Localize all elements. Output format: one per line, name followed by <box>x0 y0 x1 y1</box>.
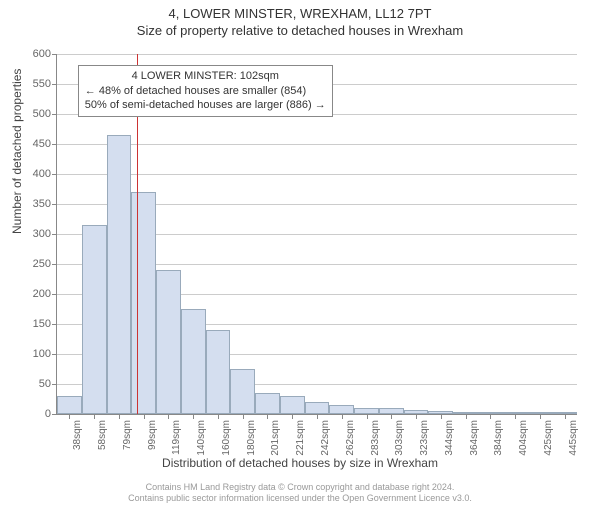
x-tick-mark <box>565 414 566 419</box>
y-tick-label: 250 <box>33 258 51 270</box>
footer-attribution: Contains HM Land Registry data © Crown c… <box>0 482 600 504</box>
x-tick-mark <box>267 414 268 419</box>
y-tick-mark <box>52 114 57 115</box>
chart-plot-area: 05010015020025030035040045050055060038sq… <box>56 54 577 415</box>
x-tick-label: 242sqm <box>320 420 331 456</box>
y-tick-label: 300 <box>33 228 51 240</box>
y-axis-label: Number of detached properties <box>10 69 24 234</box>
y-tick-mark <box>52 264 57 265</box>
x-tick-label: 140sqm <box>196 420 207 456</box>
gridline <box>57 54 577 55</box>
x-tick-label: 283sqm <box>370 420 381 456</box>
annotation-line: 50% of semi-detached houses are larger (… <box>85 98 326 113</box>
y-tick-label: 0 <box>45 408 51 420</box>
y-tick-label: 500 <box>33 108 51 120</box>
y-tick-mark <box>52 84 57 85</box>
histogram-bar <box>107 135 132 414</box>
annotation-box: 4 LOWER MINSTER: 102sqm← 48% of detached… <box>78 65 333 118</box>
x-tick-mark <box>119 414 120 419</box>
y-tick-mark <box>52 234 57 235</box>
y-tick-mark <box>52 324 57 325</box>
histogram-bar <box>57 396 82 414</box>
x-tick-label: 262sqm <box>345 420 356 456</box>
x-tick-label: 384sqm <box>493 420 504 456</box>
x-tick-label: 201sqm <box>270 420 281 456</box>
histogram-bar <box>305 402 330 414</box>
annotation-line: ← 48% of detached houses are smaller (85… <box>85 84 326 99</box>
annotation-line: 4 LOWER MINSTER: 102sqm <box>85 69 326 84</box>
histogram-bar <box>82 225 107 414</box>
y-tick-mark <box>52 144 57 145</box>
x-tick-label: 38sqm <box>72 420 83 450</box>
x-tick-mark <box>168 414 169 419</box>
histogram-bar <box>156 270 181 414</box>
x-tick-label: 180sqm <box>246 420 257 456</box>
histogram-bar <box>280 396 305 414</box>
x-tick-mark <box>416 414 417 419</box>
y-tick-label: 450 <box>33 138 51 150</box>
x-tick-label: 303sqm <box>394 420 405 456</box>
x-tick-mark <box>193 414 194 419</box>
x-tick-label: 344sqm <box>444 420 455 456</box>
x-tick-mark <box>367 414 368 419</box>
gridline <box>57 144 577 145</box>
y-tick-label: 50 <box>39 378 51 390</box>
x-tick-label: 160sqm <box>221 420 232 456</box>
y-tick-label: 550 <box>33 78 51 90</box>
x-tick-label: 404sqm <box>518 420 529 456</box>
x-tick-mark <box>144 414 145 419</box>
histogram-bar <box>131 192 156 414</box>
y-tick-label: 350 <box>33 198 51 210</box>
x-tick-label: 58sqm <box>97 420 108 450</box>
y-tick-mark <box>52 354 57 355</box>
x-tick-label: 221sqm <box>295 420 306 456</box>
x-tick-mark <box>441 414 442 419</box>
x-axis-label: Distribution of detached houses by size … <box>0 456 600 470</box>
x-tick-label: 425sqm <box>543 420 554 456</box>
chart-title-sub: Size of property relative to detached ho… <box>0 23 600 38</box>
x-tick-mark <box>391 414 392 419</box>
x-tick-mark <box>540 414 541 419</box>
x-tick-mark <box>94 414 95 419</box>
x-tick-mark <box>218 414 219 419</box>
y-tick-label: 400 <box>33 168 51 180</box>
y-tick-label: 100 <box>33 348 51 360</box>
y-tick-mark <box>52 174 57 175</box>
histogram-bar <box>206 330 231 414</box>
x-tick-label: 79sqm <box>122 420 133 450</box>
footer-line-2: Contains public sector information licen… <box>0 493 600 504</box>
x-tick-mark <box>515 414 516 419</box>
x-tick-label: 364sqm <box>469 420 480 456</box>
y-tick-mark <box>52 204 57 205</box>
histogram-bar <box>329 405 354 414</box>
y-tick-label: 150 <box>33 318 51 330</box>
x-tick-mark <box>243 414 244 419</box>
x-tick-label: 99sqm <box>147 420 158 450</box>
x-tick-label: 119sqm <box>171 420 182 455</box>
x-tick-mark <box>317 414 318 419</box>
gridline <box>57 174 577 175</box>
x-tick-mark <box>292 414 293 419</box>
x-tick-mark <box>466 414 467 419</box>
x-tick-mark <box>342 414 343 419</box>
x-tick-mark <box>490 414 491 419</box>
y-tick-mark <box>52 54 57 55</box>
x-tick-label: 323sqm <box>419 420 430 456</box>
chart-title-main: 4, LOWER MINSTER, WREXHAM, LL12 7PT <box>0 6 600 21</box>
y-tick-label: 200 <box>33 288 51 300</box>
y-tick-mark <box>52 414 57 415</box>
x-tick-label: 445sqm <box>568 420 579 456</box>
y-tick-mark <box>52 384 57 385</box>
histogram-bar <box>181 309 206 414</box>
histogram-bar <box>230 369 255 414</box>
y-tick-label: 600 <box>33 48 51 60</box>
histogram-bar <box>255 393 280 414</box>
x-tick-mark <box>69 414 70 419</box>
y-tick-mark <box>52 294 57 295</box>
footer-line-1: Contains HM Land Registry data © Crown c… <box>0 482 600 493</box>
